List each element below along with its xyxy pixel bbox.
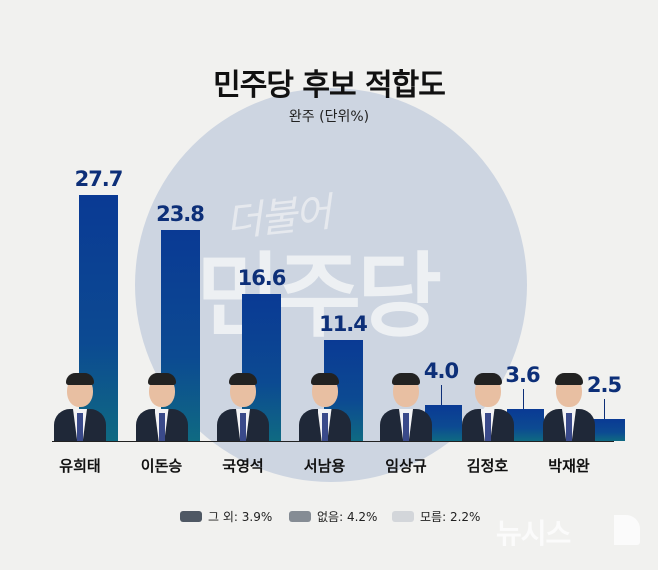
legend-label-unknown: 모름: 2.2% bbox=[420, 510, 481, 524]
legend-label-others: 그 외: 3.9% bbox=[208, 510, 273, 524]
legend-swatch-others bbox=[180, 511, 202, 522]
candidate-photo-1 bbox=[52, 373, 108, 441]
candidate-photo-6 bbox=[460, 373, 516, 441]
value-label-4: 11.4 bbox=[319, 312, 368, 336]
candidate-name-7: 박재완 bbox=[548, 457, 590, 475]
value-label-1: 27.7 bbox=[74, 167, 124, 191]
value-label-5: 4.0 bbox=[423, 359, 459, 383]
candidate-name-5: 임상규 bbox=[385, 457, 427, 475]
candidate-photo-4 bbox=[297, 373, 353, 441]
watermark-party-name: 민주당 bbox=[196, 243, 442, 350]
value-label-2: 23.8 bbox=[156, 202, 205, 226]
chart-subtitle: 완주 (단위%) bbox=[288, 109, 370, 125]
candidate-photo-7 bbox=[541, 373, 597, 441]
value-label-7: 2.5 bbox=[586, 373, 622, 397]
candidate-photo-3 bbox=[215, 373, 271, 441]
candidate-name-6: 김정호 bbox=[466, 457, 509, 475]
legend-swatch-none bbox=[289, 511, 311, 522]
bar-7 bbox=[588, 419, 625, 441]
candidate-photo-5 bbox=[378, 373, 434, 441]
leader-line-7 bbox=[604, 399, 605, 419]
candidate-name-4: 서남용 bbox=[303, 457, 346, 475]
legend-swatch-unknown bbox=[392, 511, 414, 522]
legend-item-unknown: 모름: 2.2% bbox=[392, 508, 480, 525]
value-label-6: 3.6 bbox=[505, 363, 540, 387]
candidate-name-2: 이돈승 bbox=[140, 457, 183, 475]
legend-item-none: 없음: 4.2% bbox=[289, 508, 377, 525]
newsis-logo: 뉴시스 bbox=[496, 517, 571, 550]
newsis-logo-mark bbox=[614, 515, 640, 545]
chart-title: 민주당 후보 적합도 bbox=[213, 68, 446, 103]
leader-line-6 bbox=[522, 389, 524, 409]
legend-item-others: 그 외: 3.9% bbox=[180, 508, 272, 525]
candidate-name-3: 국영석 bbox=[222, 457, 264, 475]
x-axis-baseline bbox=[52, 441, 614, 442]
leader-line-5 bbox=[441, 385, 442, 405]
value-label-3: 16.6 bbox=[237, 266, 287, 290]
legend-label-none: 없음: 4.2% bbox=[317, 510, 378, 524]
candidate-name-1: 유희태 bbox=[59, 457, 101, 475]
candidate-photo-2 bbox=[134, 373, 190, 441]
